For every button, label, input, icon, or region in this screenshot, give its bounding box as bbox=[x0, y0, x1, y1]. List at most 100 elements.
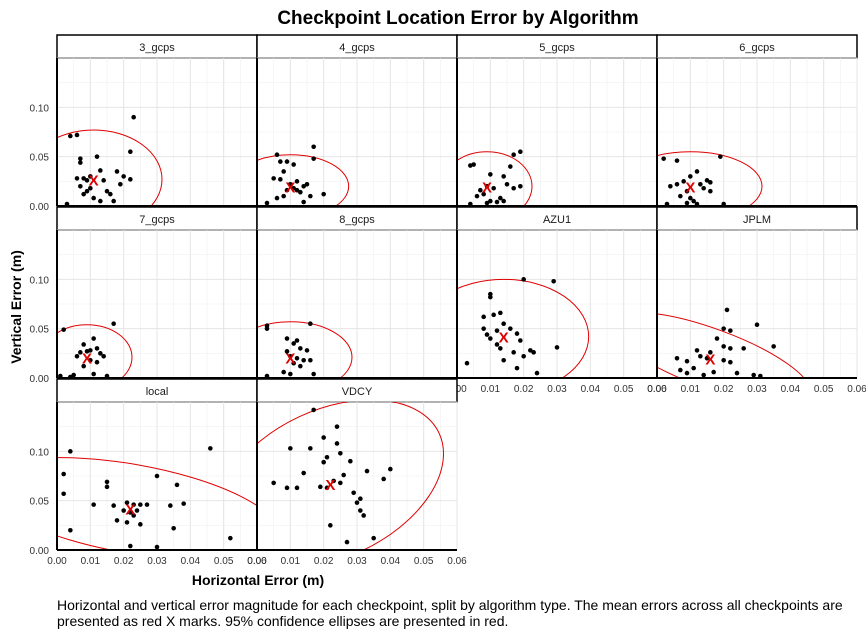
data-point bbox=[288, 446, 293, 451]
data-point bbox=[661, 156, 666, 161]
x-tick-label: 0.03 bbox=[547, 384, 567, 395]
data-point bbox=[91, 371, 96, 377]
data-point bbox=[294, 179, 300, 184]
data-point bbox=[484, 183, 490, 189]
data-point bbox=[171, 525, 176, 531]
x-tick-label: 0.04 bbox=[781, 384, 801, 395]
confidence-ellipse bbox=[257, 154, 350, 206]
x-axis-title: Horizontal Error (m) bbox=[192, 572, 324, 588]
y-tick-label: 0.00 bbox=[30, 546, 50, 557]
x-tick-label: 0.00 bbox=[247, 556, 267, 567]
data-point bbox=[68, 527, 73, 533]
confidence-ellipse bbox=[257, 321, 353, 378]
data-point bbox=[61, 471, 66, 477]
panel-3-gcps: 3_gcps X 0.00 0.05 0.10 bbox=[30, 34, 258, 213]
data-point bbox=[701, 185, 706, 191]
figure-caption: Horizontal and vertical error magnitude … bbox=[57, 597, 843, 629]
data-point bbox=[694, 201, 700, 206]
data-point bbox=[98, 198, 103, 204]
panel-grid bbox=[456, 57, 658, 207]
data-point bbox=[58, 373, 63, 378]
data-point bbox=[324, 485, 330, 491]
mean-marker: X bbox=[82, 350, 92, 367]
data-point bbox=[698, 181, 703, 187]
data-point bbox=[334, 441, 340, 446]
data-point bbox=[84, 188, 90, 194]
data-point bbox=[308, 357, 313, 363]
data-point bbox=[284, 336, 290, 341]
data-point bbox=[131, 502, 136, 507]
x-tick-label: 0.02 bbox=[714, 384, 734, 395]
data-point bbox=[61, 327, 66, 332]
data-point bbox=[108, 191, 113, 197]
data-point bbox=[361, 513, 366, 518]
x-tick-label: 0.00 bbox=[647, 384, 667, 395]
data-point bbox=[281, 169, 286, 174]
data-point bbox=[104, 484, 110, 490]
data-point bbox=[488, 198, 493, 204]
data-point bbox=[508, 164, 513, 169]
data-point bbox=[294, 355, 300, 361]
data-point bbox=[124, 500, 130, 505]
data-point bbox=[104, 188, 110, 194]
data-point bbox=[734, 370, 740, 376]
data-point bbox=[154, 544, 160, 550]
data-point bbox=[321, 191, 326, 197]
data-point bbox=[94, 359, 100, 365]
data-point bbox=[84, 178, 90, 183]
data-point bbox=[308, 321, 313, 327]
data-point bbox=[131, 114, 136, 120]
data-point bbox=[478, 187, 483, 193]
x-tick-label: 0.06 bbox=[647, 384, 667, 395]
x-tick-label: 0.04 bbox=[381, 556, 401, 567]
data-point bbox=[488, 294, 493, 300]
data-point bbox=[264, 326, 270, 331]
data-point bbox=[288, 181, 293, 187]
data-point bbox=[711, 369, 716, 375]
panel-vdcy: VDCY X 0.00 0.01 0.02 0.03 0.04 0.05 0.06 bbox=[247, 378, 467, 567]
panel-strip-label: 3_gcps bbox=[139, 42, 175, 54]
confidence-ellipse bbox=[657, 151, 763, 206]
mean-marker: X bbox=[89, 172, 99, 189]
data-point bbox=[291, 360, 296, 366]
data-point bbox=[91, 195, 96, 201]
data-point bbox=[294, 338, 300, 343]
data-point bbox=[754, 322, 760, 328]
confidence-ellipse bbox=[57, 324, 133, 378]
data-point bbox=[271, 480, 276, 486]
data-point bbox=[521, 353, 526, 359]
mean-marker: X bbox=[685, 179, 695, 196]
confidence-ellipse bbox=[457, 278, 590, 378]
confidence-ellipse bbox=[57, 457, 257, 550]
data-point bbox=[298, 363, 303, 369]
panel-grid bbox=[456, 229, 658, 379]
data-point bbox=[721, 344, 726, 349]
data-point bbox=[301, 470, 306, 476]
data-point bbox=[668, 183, 673, 189]
panel-grid bbox=[56, 57, 258, 207]
data-point bbox=[714, 336, 720, 341]
data-point bbox=[281, 193, 286, 199]
data-point bbox=[278, 159, 283, 164]
data-point bbox=[281, 369, 286, 375]
data-point bbox=[78, 350, 83, 355]
data-point bbox=[728, 328, 733, 333]
data-point bbox=[674, 158, 680, 163]
data-point bbox=[514, 365, 520, 371]
data-point bbox=[464, 360, 470, 366]
data-point bbox=[771, 344, 776, 349]
panel-grid bbox=[256, 57, 458, 207]
data-point bbox=[138, 502, 143, 507]
y-tick-label: 0.00 bbox=[30, 374, 50, 385]
data-point bbox=[708, 350, 713, 355]
data-point bbox=[81, 176, 86, 181]
data-point bbox=[691, 198, 696, 204]
data-point bbox=[331, 478, 336, 484]
data-point bbox=[494, 328, 500, 333]
data-point bbox=[291, 162, 296, 167]
chart-title: Checkpoint Location Error by Algorithm bbox=[277, 8, 638, 29]
x-tick-label: 0.02 bbox=[114, 556, 134, 567]
data-point bbox=[288, 371, 293, 377]
data-point bbox=[321, 459, 326, 465]
data-point bbox=[101, 178, 106, 183]
